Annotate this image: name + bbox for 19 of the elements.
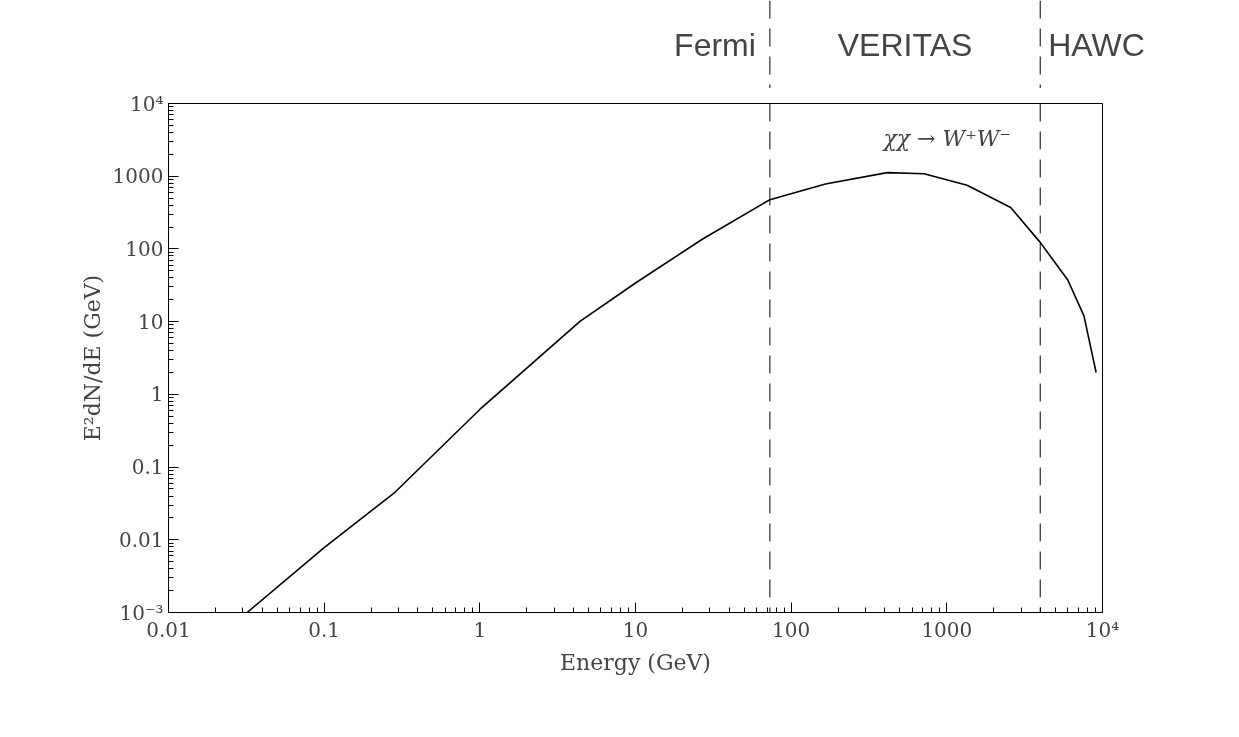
x-tick-label: 10⁴ bbox=[1085, 617, 1120, 642]
y-tick-label: 0.1 bbox=[131, 455, 164, 480]
y-tick-label: 1 bbox=[150, 382, 164, 407]
x-tick-label: 1000 bbox=[921, 617, 973, 642]
text: VERITAS bbox=[837, 26, 973, 63]
y-tick-label: 10 bbox=[138, 309, 164, 334]
y-axis-title: E²dN/dE (GeV) bbox=[79, 274, 105, 442]
x-tick-label: 1 bbox=[473, 617, 487, 642]
x-tick-label: 0.1 bbox=[308, 617, 341, 642]
text: Fermi bbox=[674, 26, 756, 63]
text: HAWC bbox=[1048, 26, 1145, 63]
y-tick-label: 0.01 bbox=[118, 527, 164, 552]
x-tick-label: 100 bbox=[772, 617, 811, 642]
y-tick-label: 100 bbox=[125, 236, 164, 261]
y-tick-label: 10⁴ bbox=[130, 91, 164, 116]
annotation: χχ → W⁺W⁻ bbox=[881, 125, 1011, 151]
x-axis-title: Energy (GeV) bbox=[560, 649, 711, 675]
x-tick-label: 10 bbox=[622, 617, 649, 642]
y-tick-label: 1000 bbox=[112, 164, 164, 189]
